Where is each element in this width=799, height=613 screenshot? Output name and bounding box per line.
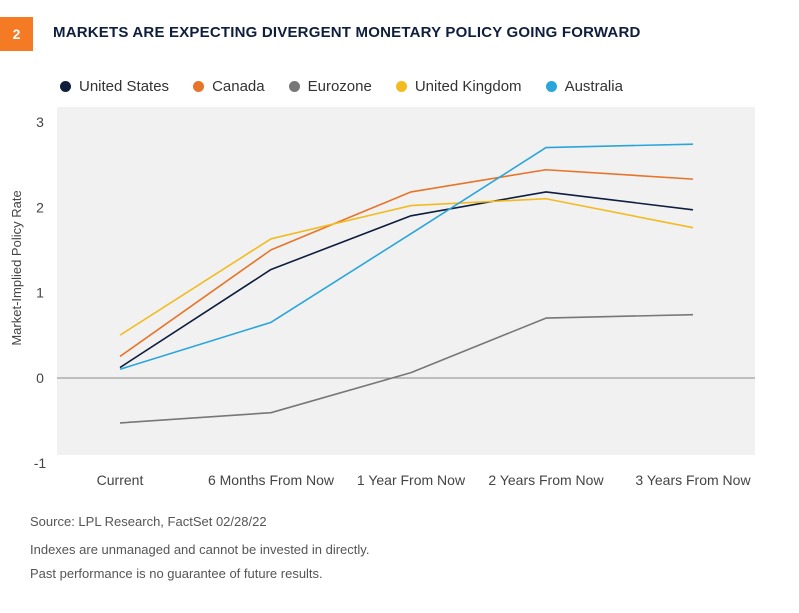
figure-number-badge: 2 (0, 17, 33, 51)
series-line-united-kingdom (119, 197, 694, 336)
x-tick-label: 1 Year From Now (357, 472, 466, 488)
y-axis-title: Market-Implied Policy Rate (9, 190, 24, 345)
legend-label: Eurozone (307, 78, 372, 95)
chart-title: MARKETS ARE EXPECTING DIVERGENT MONETARY… (53, 24, 641, 41)
x-tick-label: 6 Months From Now (208, 472, 335, 488)
series-line-australia (119, 143, 694, 370)
legend-marker (288, 81, 300, 92)
y-tick-label: 1 (36, 285, 44, 301)
y-tick-label: -1 (34, 455, 47, 471)
legend-marker (193, 81, 205, 92)
series-line-canada (119, 168, 694, 358)
legend-marker (395, 81, 407, 92)
y-axis-ticks: -1 0 1 2 3 (34, 114, 47, 471)
legend-item-canada: Canada (193, 78, 265, 95)
legend-label: Canada (212, 78, 265, 95)
legend-item-united-kingdom: United Kingdom (395, 78, 522, 95)
legend-item-australia: Australia (545, 78, 623, 95)
legend-marker (60, 81, 71, 92)
x-tick-label: 3 Years From Now (635, 472, 751, 488)
legend: United States Canada Eurozone United Kin… (60, 78, 623, 95)
series-line-united-states (119, 191, 694, 369)
y-tick-label: 3 (36, 114, 44, 130)
legend-label: United States (79, 78, 170, 95)
series-lines (119, 143, 694, 424)
x-tick-label: Current (97, 472, 144, 488)
legend-label: Australia (564, 78, 623, 95)
x-axis-ticks: Current 6 Months From Now 1 Year From Now 2… (97, 472, 752, 488)
y-tick-label: 2 (36, 199, 44, 215)
legend-item-united-states: United States (60, 78, 169, 95)
series-line-eurozone (119, 313, 694, 424)
disclaimer-text: Past performance is no guarantee of futu… (30, 566, 323, 581)
source-note: Source: LPL Research, FactSet 02/28/22 (30, 514, 267, 529)
plot-area-background (57, 107, 755, 455)
disclaimer-text: Indexes are unmanaged and cannot be inve… (30, 542, 370, 557)
legend-label: United Kingdom (414, 78, 522, 95)
legend-marker (545, 81, 557, 92)
x-tick-label: 2 Years From Now (488, 472, 604, 488)
legend-item-eurozone: Eurozone (288, 78, 372, 95)
y-tick-label: 0 (36, 370, 44, 386)
